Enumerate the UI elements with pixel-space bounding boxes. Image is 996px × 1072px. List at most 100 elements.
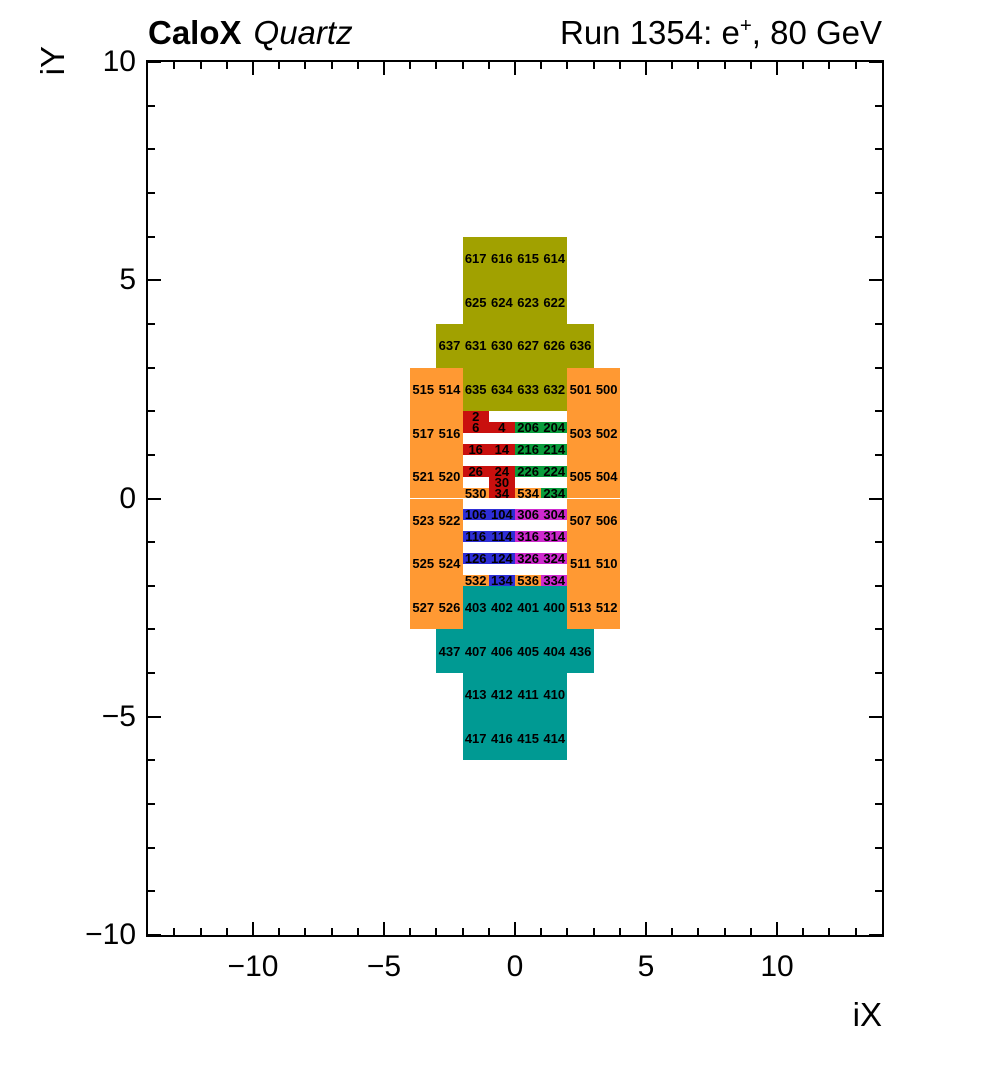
cell-24: 24 (488, 465, 515, 478)
cell-502: 502 (593, 411, 620, 455)
cell-501: 501 (567, 367, 594, 412)
cell-512: 512 (593, 585, 620, 630)
cell-6: 6 (462, 421, 489, 434)
cell-630: 630 (488, 323, 515, 368)
y-minor-tick (875, 191, 882, 194)
y-major-tick (869, 61, 882, 63)
cell-326: 326 (515, 552, 542, 565)
cell-306: 306 (515, 508, 542, 521)
x-minor-tick (749, 62, 752, 69)
y-minor-tick (148, 322, 155, 325)
x-minor-tick (697, 62, 700, 69)
y-minor-tick (875, 104, 882, 107)
cell-510: 510 (593, 542, 620, 586)
cell-514: 514 (436, 367, 463, 412)
x-minor-tick (802, 928, 805, 935)
cell-224: 224 (541, 465, 568, 478)
x-minor-tick (671, 62, 674, 69)
cell-513: 513 (567, 585, 594, 630)
x-minor-tick (566, 62, 569, 69)
cell-437: 437 (436, 629, 463, 674)
y-major-tick (869, 279, 882, 282)
cell-104: 104 (488, 508, 515, 521)
x-minor-tick (487, 928, 490, 935)
x-minor-tick (828, 62, 831, 69)
charge-superscript: + (739, 14, 752, 37)
cell-636: 636 (567, 323, 594, 368)
cell-134: 134 (488, 574, 515, 587)
cell-234: 234 (541, 487, 568, 499)
y-minor-tick (148, 672, 155, 675)
x-minor-tick (304, 62, 307, 69)
y-tick-label: −10 (85, 918, 136, 951)
x-minor-tick (461, 62, 464, 69)
cell-324: 324 (541, 552, 568, 565)
cell-412: 412 (488, 673, 515, 717)
cell-214: 214 (541, 443, 568, 456)
y-minor-tick (148, 541, 155, 544)
x-minor-tick (592, 62, 595, 69)
plot-title-left: CaloX Quartz (148, 14, 353, 52)
x-major-tick (252, 922, 254, 935)
cell-622: 622 (541, 280, 568, 324)
cell-402: 402 (488, 585, 515, 630)
y-tick-label: 10 (102, 45, 136, 78)
y-major-tick (869, 934, 882, 936)
cell-532: 532 (462, 574, 489, 587)
x-minor-tick (199, 928, 202, 935)
y-major-tick (148, 279, 161, 282)
y-minor-tick (148, 584, 155, 587)
y-minor-tick (875, 541, 882, 544)
y-minor-tick (875, 235, 882, 238)
cell-627: 627 (515, 323, 542, 368)
cell-527: 527 (410, 585, 437, 630)
cell-616: 616 (488, 236, 515, 281)
cell-637: 637 (436, 323, 463, 368)
x-minor-tick (409, 62, 412, 69)
y-minor-tick (148, 846, 155, 849)
x-minor-tick (802, 62, 805, 69)
cell-30: 30 (488, 476, 515, 489)
x-tick-label: 10 (760, 950, 794, 983)
cell-526: 526 (436, 585, 463, 630)
cell-417: 417 (462, 716, 489, 761)
y-major-tick (869, 497, 882, 500)
frame-border (146, 60, 884, 937)
experiment-name: CaloX (148, 14, 242, 51)
x-minor-tick (854, 928, 857, 935)
y-minor-tick (875, 803, 882, 806)
cell-520: 520 (436, 454, 463, 499)
cell-314: 314 (541, 530, 568, 543)
y-minor-tick (148, 410, 155, 413)
cell-403: 403 (462, 585, 489, 630)
cell-524: 524 (436, 542, 463, 586)
cell-410: 410 (541, 673, 568, 717)
y-minor-tick (875, 453, 882, 456)
cell-334: 334 (541, 574, 568, 587)
y-minor-tick (148, 235, 155, 238)
cell-521: 521 (410, 454, 437, 499)
cell-416: 416 (488, 716, 515, 761)
x-minor-tick (697, 928, 700, 935)
cell-525: 525 (410, 542, 437, 586)
cell-626: 626 (541, 323, 568, 368)
x-minor-tick (723, 928, 726, 935)
y-tick-label: −5 (101, 699, 136, 733)
x-minor-tick (566, 928, 569, 935)
cell-114: 114 (488, 530, 515, 543)
x-tick-label: 5 (637, 950, 655, 983)
cell-226: 226 (515, 465, 542, 478)
cell-26: 26 (462, 465, 489, 478)
x-major-tick (645, 62, 647, 75)
y-minor-tick (148, 191, 155, 194)
y-minor-tick (875, 890, 882, 893)
plot-title-right: Run 1354: e+, 80 GeV (560, 14, 882, 52)
x-major-tick (383, 922, 385, 935)
x-minor-tick (461, 928, 464, 935)
cell-634: 634 (488, 367, 515, 412)
x-minor-tick (356, 928, 359, 935)
y-major-tick (148, 497, 161, 500)
plot-frame: 617 616 615 614 625 624 623 622 637 631 630 627 626 6… (146, 60, 884, 937)
cell-216: 216 (515, 443, 542, 456)
cell-504: 504 (593, 454, 620, 499)
